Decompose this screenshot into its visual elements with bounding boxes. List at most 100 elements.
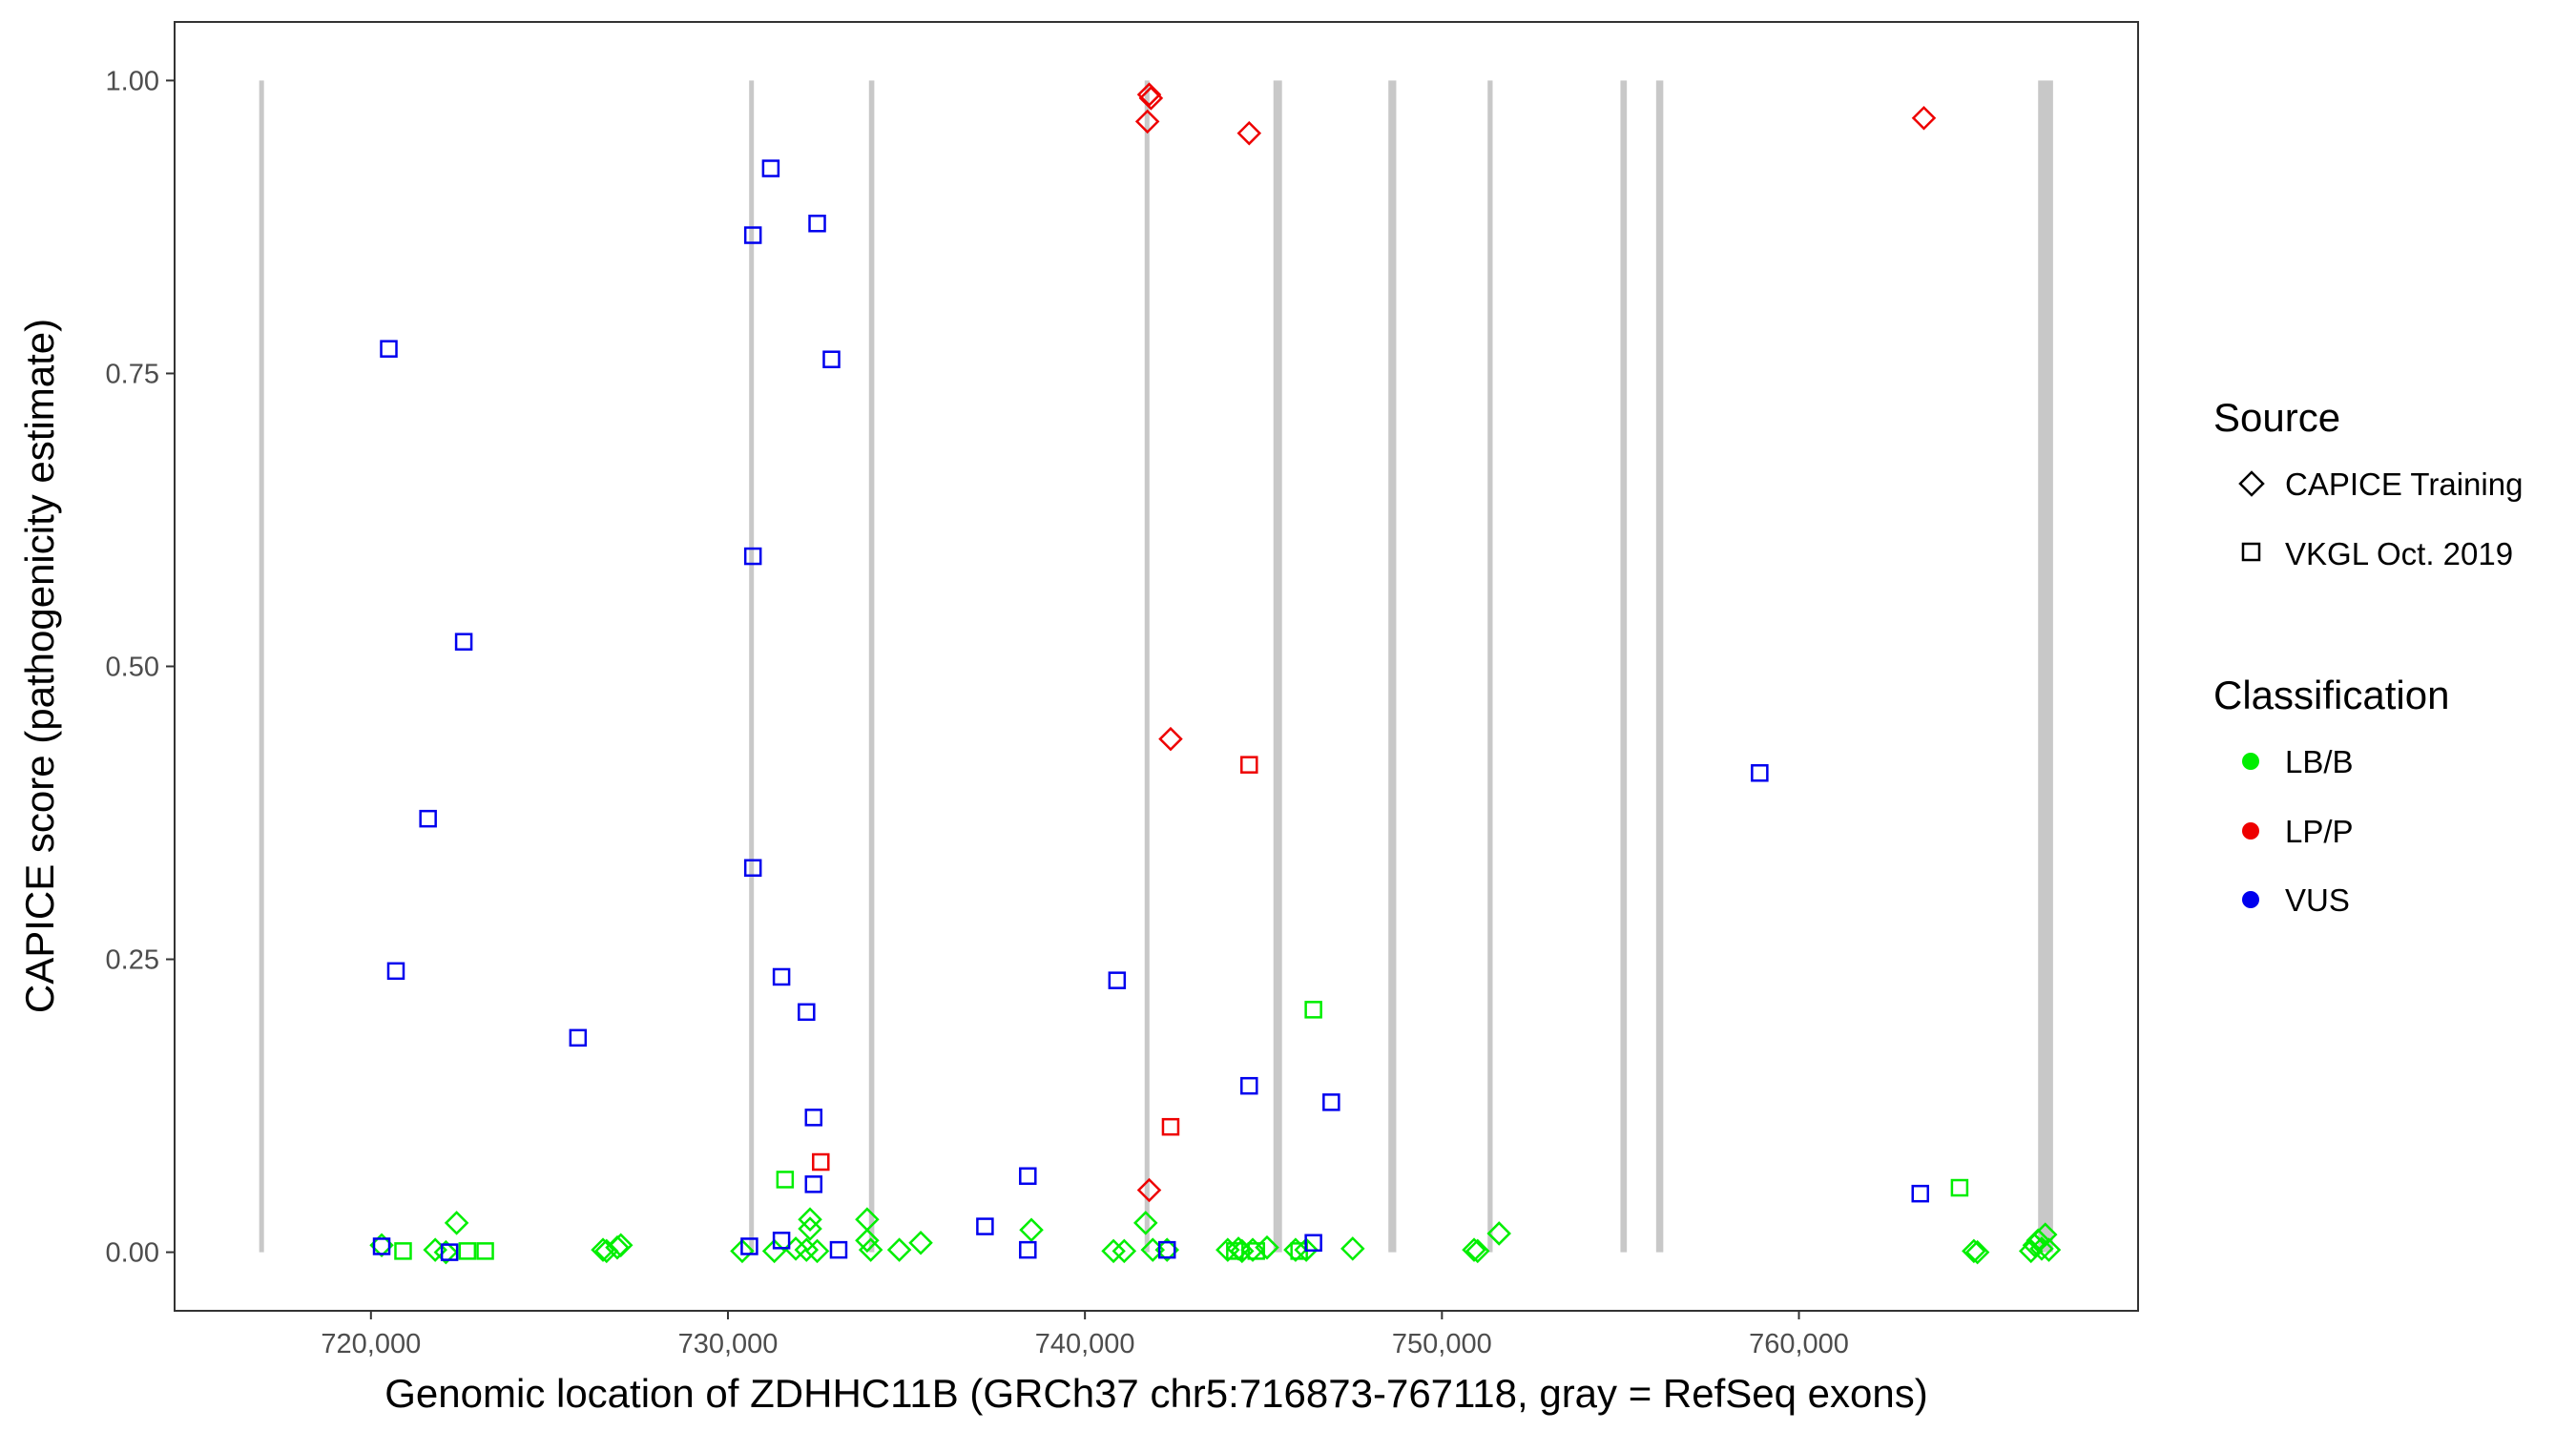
point-diamond-lbb: [798, 1216, 822, 1241]
point-diamond-lpp: [1136, 82, 1162, 107]
exon-bar-8: [1620, 80, 1628, 1253]
legend-key-lpp-dot: [2242, 822, 2259, 840]
point-square-vus: [1240, 1076, 1258, 1095]
point-diamond-lbb: [1462, 1237, 1486, 1262]
exon-bar-2: [749, 80, 755, 1253]
point-square-lbb: [1950, 1178, 1969, 1197]
legend-title-classification: Classification: [2213, 673, 2449, 717]
point-diamond-lbb: [730, 1238, 755, 1264]
y-tick-label: 0.50: [106, 653, 159, 683]
point-square-vus: [1304, 1234, 1322, 1253]
point-diamond-lbb: [804, 1238, 830, 1264]
point-diamond-lbb: [858, 1237, 883, 1262]
exon-bar-9: [1655, 80, 1664, 1253]
point-square-vus: [440, 1243, 459, 1261]
point-square-lpp: [812, 1152, 830, 1172]
point-square-vus: [1157, 1240, 1176, 1259]
legend: Source CAPICE Training VKGL Oct. 2019 Cl…: [2213, 395, 2523, 918]
legend-label-lbb: LB/B: [2285, 744, 2354, 779]
point-diamond-lbb: [2029, 1236, 2054, 1261]
point-diamond-lbb: [886, 1237, 912, 1262]
legend-label-vus: VUS: [2285, 882, 2350, 918]
point-square-vus: [372, 1237, 391, 1255]
point-diamond-lbb: [2032, 1222, 2058, 1247]
point-diamond-lbb: [1486, 1221, 1511, 1246]
point-square-vus: [743, 547, 762, 566]
exon-bar-4: [1144, 80, 1150, 1253]
point-square-vus: [772, 1232, 791, 1250]
point-square-lbb: [458, 1242, 477, 1260]
point-diamond-lbb: [1133, 1211, 1158, 1235]
x-tick-label: 760,000: [1749, 1329, 1849, 1359]
y-axis: 0.00 0.25 0.50 0.75 1.00: [106, 66, 175, 1269]
exon-bar-6: [1388, 80, 1397, 1253]
point-diamond-lbb: [798, 1207, 822, 1232]
point-square-vus: [772, 967, 791, 986]
point-square-vus: [419, 809, 437, 828]
x-tick-label: 740,000: [1035, 1329, 1135, 1359]
point-square-vus: [1019, 1240, 1037, 1259]
exon-bar-10: [2038, 80, 2053, 1253]
exon-bar-5: [1273, 80, 1282, 1253]
legend-label-capice-training: CAPICE Training: [2285, 467, 2523, 502]
point-diamond-lbb: [794, 1237, 820, 1262]
point-diamond-lbb: [1283, 1237, 1308, 1262]
point-diamond-lbb: [908, 1230, 933, 1255]
legend-label-lpp: LP/P: [2285, 814, 2354, 849]
point-square-lpp: [1161, 1117, 1180, 1136]
legend-label-vkgl: VKGL Oct. 2019: [2285, 536, 2513, 571]
point-square-vus: [829, 1240, 848, 1259]
point-square-vus: [1751, 764, 1769, 782]
exon-bar-3: [868, 80, 875, 1253]
point-square-vus: [1019, 1167, 1037, 1186]
x-tick-label: 730,000: [678, 1329, 779, 1359]
point-diamond-lpp: [1911, 105, 1937, 131]
point-square-lbb: [476, 1242, 494, 1260]
legend-key-square-icon: [2241, 542, 2261, 562]
point-diamond-lbb: [444, 1211, 469, 1235]
point-square-vus: [743, 859, 762, 877]
point-square-vus: [761, 159, 780, 177]
point-diamond-lbb: [1255, 1234, 1279, 1260]
x-tick-label: 750,000: [1392, 1329, 1492, 1359]
y-tick-label: 1.00: [106, 66, 159, 96]
point-diamond-lpp: [1134, 109, 1160, 135]
point-square-vus: [808, 214, 826, 233]
point-diamond-lbb: [2036, 1237, 2062, 1262]
point-diamond-lbb: [1101, 1238, 1126, 1264]
legend-key-diamond-icon: [2238, 470, 2265, 497]
point-diamond-lpp: [1158, 726, 1183, 752]
plot-frame: [174, 21, 2139, 1312]
point-diamond-lbb: [1465, 1238, 1490, 1264]
point-diamond-lbb: [2018, 1238, 2044, 1264]
point-square-lbb: [776, 1171, 795, 1189]
exon-bar-7: [1487, 80, 1493, 1253]
point-diamond-lbb: [1340, 1236, 1365, 1261]
y-tick-label: 0.00: [106, 1238, 159, 1269]
point-square-vus: [804, 1175, 823, 1193]
y-axis-title: CAPICE score (pathogenicity estimate): [17, 319, 62, 1013]
x-axis-title: Genomic location of ZDHHC11B (GRCh37 chr…: [384, 1371, 1927, 1416]
point-diamond-lbb: [1964, 1239, 1990, 1265]
point-square-vus: [1108, 971, 1127, 989]
point-diamond-lbb: [433, 1239, 459, 1265]
x-tick-label: 720,000: [321, 1329, 421, 1359]
point-diamond-lpp: [1138, 86, 1164, 111]
point-square-vus: [976, 1217, 994, 1235]
point-square-lbb: [394, 1242, 412, 1260]
point-square-vus: [822, 350, 841, 368]
exon-bar-1: [259, 80, 264, 1253]
point-square-lbb: [1304, 1001, 1322, 1019]
point-square-lpp: [1240, 756, 1258, 774]
point-square-vus: [380, 340, 398, 358]
point-diamond-lbb: [608, 1233, 634, 1257]
point-diamond-lpp: [1136, 1177, 1162, 1203]
point-diamond-lbb: [1019, 1217, 1044, 1243]
legend-key-vus-dot: [2242, 891, 2259, 908]
point-layer: [369, 82, 2062, 1265]
point-diamond-lbb: [1230, 1238, 1255, 1264]
point-square-vus: [1322, 1093, 1340, 1111]
legend-title-source: Source: [2213, 395, 2340, 440]
y-tick-label: 0.75: [106, 359, 159, 389]
